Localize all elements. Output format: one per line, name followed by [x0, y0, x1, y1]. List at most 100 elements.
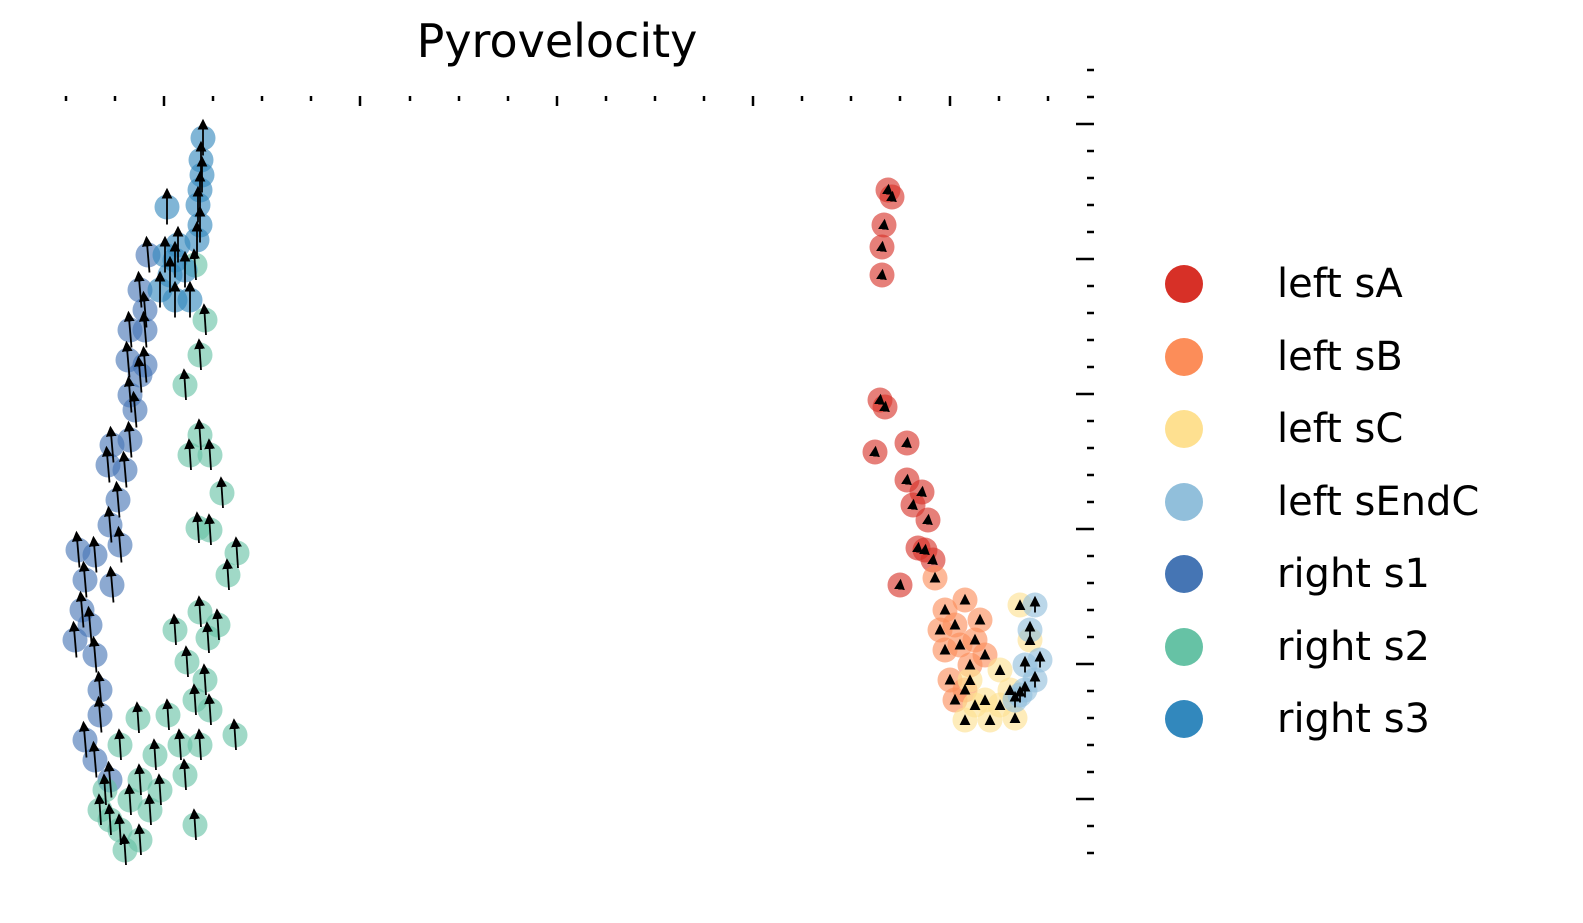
velocity-arrow	[104, 803, 115, 836]
velocity-arrow	[118, 450, 130, 488]
velocity-arrow	[194, 595, 205, 628]
velocity-arrow	[103, 760, 115, 798]
velocity-arrow	[876, 268, 887, 281]
velocity-arrow	[144, 793, 155, 826]
legend-marker	[1165, 482, 1203, 521]
legend-marker	[1165, 700, 1203, 739]
velocity-arrow	[922, 513, 933, 526]
velocity-arrow	[882, 183, 893, 196]
velocity-arrow	[919, 543, 930, 556]
velocity-arrow	[141, 235, 153, 273]
velocity-arrow	[879, 400, 890, 413]
velocity-arrow	[101, 445, 113, 483]
legend-item: right s3	[1165, 683, 1479, 756]
legend-marker	[1165, 627, 1203, 666]
velocity-arrow	[88, 740, 100, 778]
velocity-arrow	[134, 823, 145, 856]
velocity-arrow	[88, 535, 100, 573]
legend-item: right s1	[1165, 538, 1479, 611]
chart-title: Pyrovelocity	[416, 14, 698, 68]
velocity-arrow	[194, 418, 205, 451]
velocity-arrow	[231, 536, 242, 569]
velocity-arrow	[75, 590, 87, 628]
velocity-arrow	[912, 541, 923, 554]
velocity-arrow	[189, 248, 200, 281]
legend: left sA left sB left sC left sEndC right s1 r…	[1165, 248, 1479, 756]
velocity-arrow	[93, 695, 105, 733]
velocity-arrow	[149, 738, 160, 771]
velocity-arrow	[216, 476, 227, 509]
legend-item: left sA	[1165, 248, 1479, 321]
velocity-arrow	[229, 718, 240, 751]
velocity-arrow	[121, 340, 133, 378]
velocity-arrow	[886, 190, 897, 203]
velocity-arrow	[916, 485, 927, 498]
velocity-arrow	[876, 240, 887, 253]
axis-ticks	[64, 68, 1094, 855]
legend-label: left sC	[1277, 406, 1404, 453]
velocity-arrow	[189, 808, 200, 841]
velocity-arrow	[128, 390, 140, 428]
velocity-arrow	[181, 645, 192, 678]
velocity-arrow	[68, 620, 80, 658]
velocity-arrows	[68, 118, 1046, 866]
velocity-arrow	[132, 701, 143, 734]
velocity-arrow	[124, 783, 135, 816]
velocity-arrow	[119, 833, 130, 866]
velocity-arrow	[105, 565, 117, 603]
velocity-arrow	[114, 728, 125, 761]
velocity-arrow	[123, 375, 135, 413]
velocity-arrow	[204, 513, 215, 546]
velocity-arrow	[138, 345, 150, 383]
velocity-arrow	[927, 553, 938, 566]
data-points	[62, 125, 1053, 863]
velocity-arrow	[901, 473, 912, 486]
velocity-arrow	[869, 445, 880, 458]
velocity-arrow	[204, 438, 215, 471]
velocity-arrow	[878, 218, 889, 231]
velocity-arrow	[192, 511, 203, 544]
legend-marker	[1165, 265, 1203, 304]
velocity-arrow	[133, 355, 145, 393]
velocity-arrow	[78, 720, 90, 758]
velocity-arrow	[179, 368, 190, 401]
velocity-arrow	[184, 438, 195, 471]
legend-label: left sA	[1277, 261, 1403, 308]
velocity-arrow	[199, 663, 210, 696]
velocity-arrow	[189, 683, 200, 716]
velocity-arrow	[138, 310, 150, 348]
velocity-arrow	[894, 578, 905, 591]
velocity-arrow	[134, 763, 145, 796]
velocity-arrow	[202, 621, 213, 654]
velocity-arrow	[162, 698, 173, 731]
legend-marker	[1165, 410, 1203, 449]
velocity-arrow	[222, 558, 233, 591]
velocity-arrow	[105, 425, 117, 463]
legend-marker	[1165, 337, 1203, 376]
velocity-arrow	[154, 773, 165, 806]
velocity-arrow	[907, 498, 918, 511]
legend-label: right s3	[1277, 696, 1430, 743]
velocity-arrow	[901, 436, 912, 449]
velocity-arrow	[113, 525, 125, 563]
legend-marker	[1165, 555, 1203, 594]
legend-item: left sC	[1165, 393, 1479, 466]
velocity-arrow	[179, 758, 190, 791]
legend-label: right s2	[1277, 623, 1430, 670]
velocity-arrow	[88, 635, 100, 673]
velocity-arrow	[874, 393, 885, 406]
velocity-arrow	[111, 480, 123, 518]
velocity-arrow	[194, 338, 205, 371]
legend-item: left sB	[1165, 321, 1479, 394]
legend-label: left sEndC	[1277, 478, 1480, 525]
velocity-arrow	[199, 303, 210, 336]
velocity-arrow	[169, 613, 180, 646]
legend-label: right s1	[1277, 551, 1430, 598]
legend-item: left sEndC	[1165, 466, 1479, 539]
legend-item: right s2	[1165, 611, 1479, 684]
velocity-arrow	[204, 693, 215, 726]
velocity-arrow	[212, 608, 223, 641]
velocity-arrow	[94, 793, 105, 826]
legend-label: left sB	[1277, 333, 1403, 380]
